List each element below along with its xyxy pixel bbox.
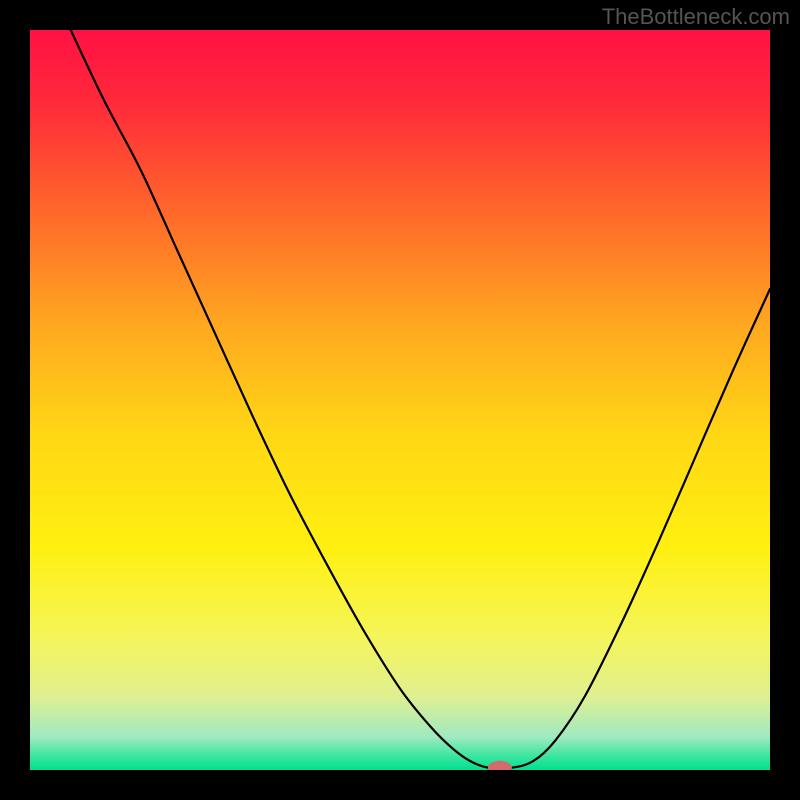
bottleneck-chart: TheBottleneck.com (0, 0, 800, 800)
frame-border-bottom (0, 770, 800, 800)
chart-canvas (0, 0, 800, 800)
frame-border-left (0, 0, 30, 800)
gradient-background (30, 30, 770, 770)
attribution-text: TheBottleneck.com (602, 4, 790, 30)
frame-border-right (770, 0, 800, 800)
